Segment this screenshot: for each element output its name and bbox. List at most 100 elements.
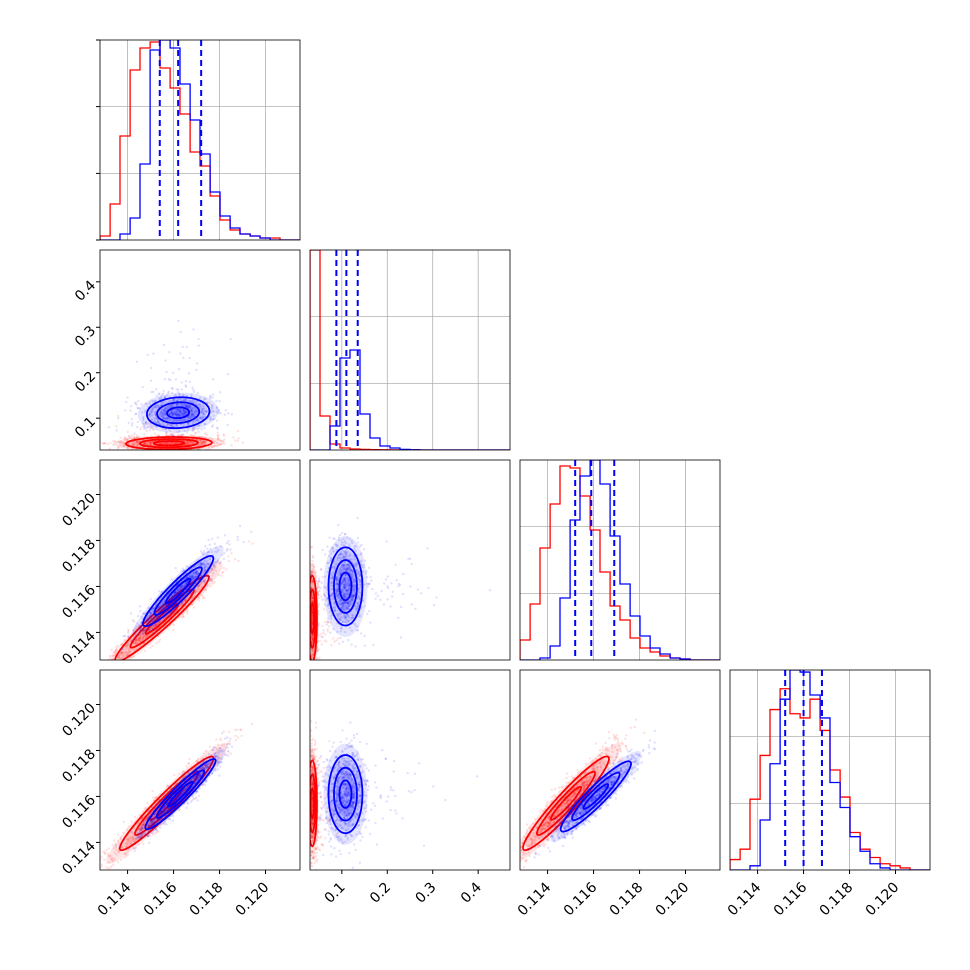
scatter-point-blue [216,536,220,539]
scatter-point-red [219,443,222,447]
scatter-point-blue [192,577,196,580]
scatter-point-red [153,625,157,628]
contour-blue [153,566,203,616]
scatter-point-red [164,616,167,619]
scatter-point-red [310,572,313,576]
scatter-point-blue [177,589,180,592]
scatter-point-blue [170,410,173,414]
scatter-point-blue [219,391,222,394]
scatter-point-red [307,605,309,607]
scatter-point-red [141,632,144,636]
scatter-point-blue [204,584,208,588]
scatter-point-blue [153,400,156,403]
scatter-point-blue [173,398,176,402]
scatter-point-blue [170,425,173,428]
scatter-point-red [311,634,314,638]
scatter-point-red [196,586,200,590]
scatter-point-blue [210,567,213,570]
scatter-point-red [306,630,308,632]
scatter-point-blue [198,396,202,399]
scatter-point-red [310,664,312,666]
scatter-point-blue [384,578,388,581]
scatter-point-red [116,656,119,659]
scatter-point-blue [173,411,177,414]
scatter-point-red [303,616,305,618]
scatter-point-blue [170,409,173,413]
scatter-point-red [306,585,308,587]
scatter-point-blue [204,562,207,565]
scatter-point-blue [190,408,193,411]
scatter-point-red [132,642,136,645]
scatter-point-blue [395,579,398,582]
scatter-point-blue [150,414,154,417]
scatter-point-blue [182,410,185,413]
scatter-point-blue [250,530,253,533]
scatter-point-blue [200,564,203,567]
scatter-point-red [307,647,309,649]
scatter-point-red [212,441,215,444]
scatter-point-blue [195,418,199,422]
scatter-point-red [312,673,314,675]
scatter-point-red [311,580,315,584]
scatter-point-blue [145,619,148,623]
scatter-point-red [236,429,240,433]
scatter-point-red [323,639,327,642]
scatter-point-blue [180,413,183,416]
scatter-point-blue [173,591,176,594]
scatter-point-blue [136,406,140,410]
scatter-point-blue [173,410,176,413]
scatter-point-red [164,441,168,445]
scatter-point-red [307,576,309,578]
scatter-point-blue [202,569,206,572]
scatter-point-red [198,443,201,447]
scatter-point-red [202,442,205,446]
scatter-point-red [313,572,317,575]
scatter-point-red [208,447,211,450]
scatter-point-red [139,633,142,637]
scatter-point-blue [200,428,203,431]
scatter-point-red [121,442,124,445]
scatter-point-blue [382,603,386,606]
scatter-point-red [130,442,134,446]
scatter-point-red [118,653,121,657]
scatter-point-blue [201,562,205,565]
scatter-point-red [179,586,182,589]
scatter-point-blue [170,387,174,390]
scatter-point-blue [148,629,151,633]
scatter-point-blue [185,394,188,398]
scatter-point-red [310,570,313,573]
scatter-point-blue [202,562,206,566]
scatter-point-blue [155,627,159,631]
scatter-point-blue [191,422,195,425]
scatter-point-blue [185,405,189,408]
scatter-point-blue [174,591,177,594]
scatter-point-red [159,442,163,445]
scatter-point-red [192,606,196,609]
scatter-point-red [227,555,230,558]
scatter-point-red [311,639,314,643]
scatter-point-red [304,584,306,586]
scatter-point-blue [159,607,163,610]
scatter-point-blue [215,410,218,413]
scatter-point-red [184,443,187,446]
scatter-point-blue [206,566,209,569]
scatter-point-blue [182,394,185,397]
scatter-point-blue [163,400,166,403]
scatter-point-blue [195,573,198,577]
scatter-point-blue [184,403,187,406]
scatter-point-red [103,681,105,683]
scatter-point-blue [203,422,206,426]
scatter-point-blue [185,576,188,579]
scatter-point-blue [197,568,200,571]
scatter-point-blue [152,407,155,410]
scatter-point-blue [161,607,164,610]
scatter-point-blue [202,561,205,565]
scatter-point-red [141,636,145,640]
scatter-point-blue [211,410,215,413]
scatter-point-red [136,441,139,445]
scatter-point-red [200,582,203,586]
scatter-point-blue [192,407,195,410]
scatter-point-blue [171,413,174,416]
scatter-point-blue [181,583,184,587]
scatter-point-red [326,621,329,624]
